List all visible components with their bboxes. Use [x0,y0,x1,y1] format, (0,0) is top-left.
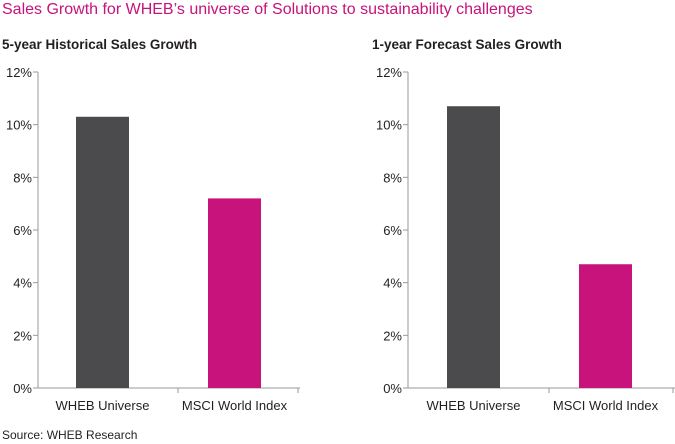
right-y-tick-label: 0% [383,381,402,396]
right-y-tick-label: 6% [383,223,402,238]
chart-main-title: Sales Growth for WHEB’s universe of Solu… [2,1,533,18]
right-bar-msci-world-index [579,264,632,388]
left-y-tick-label: 10% [6,118,32,133]
left-y-tick-label: 8% [13,170,32,185]
left-y-tick-label: 4% [13,276,32,291]
right-y-tick-label: 4% [383,276,402,291]
left-y-tick-label: 0% [13,381,32,396]
left-y-tick-label: 6% [13,223,32,238]
right-category-label: MSCI World Index [553,398,659,413]
right-y-tick-label: 10% [376,118,402,133]
source-note: Source: WHEB Research [2,428,138,442]
left-category-label: WHEB Universe [56,398,150,413]
left-y-tick-label: 2% [13,328,32,343]
right-bar-wheb-universe [447,106,500,388]
right-category-label: WHEB Universe [427,398,521,413]
left-bar-msci-world-index [208,198,261,388]
right-y-tick-label: 12% [376,65,402,80]
left-category-label: MSCI World Index [182,398,288,413]
left-panel-title: 5-year Historical Sales Growth [2,37,198,52]
right-y-tick-label: 8% [383,170,402,185]
right-panel-title: 1-year Forecast Sales Growth [372,37,562,52]
right-y-tick-label: 2% [383,328,402,343]
left-y-tick-label: 12% [6,65,32,80]
left-bar-wheb-universe [76,116,129,389]
